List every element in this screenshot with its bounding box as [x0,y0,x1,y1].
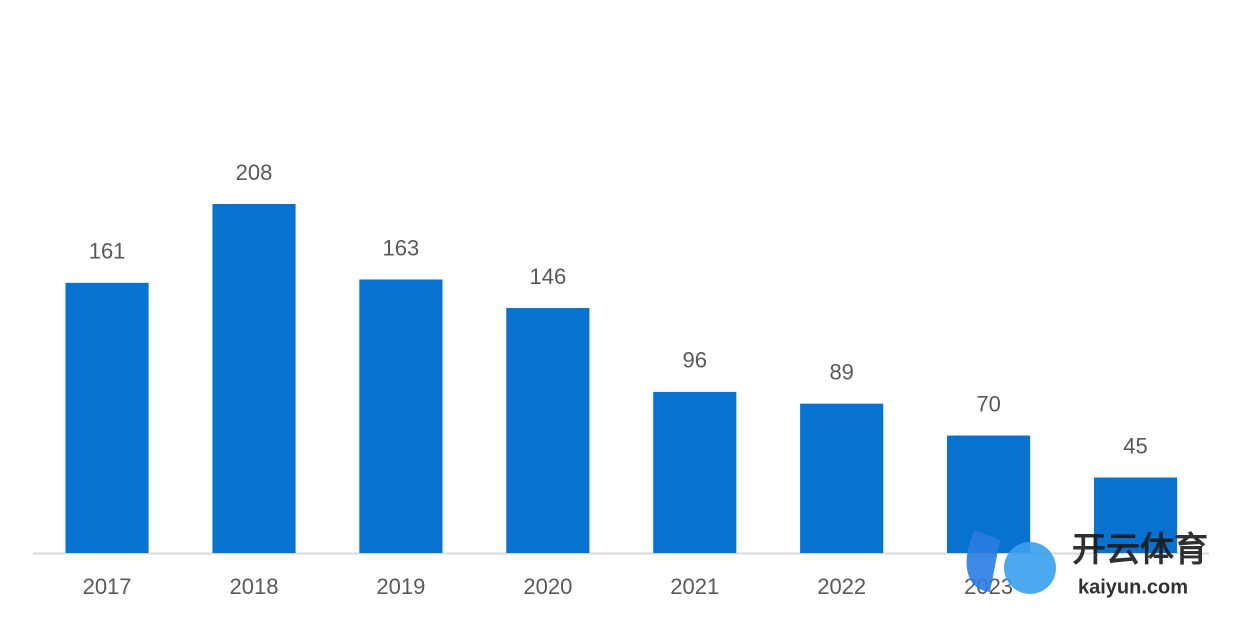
data-label: 96 [683,348,707,373]
x-tick-label: 2022 [817,574,866,599]
bar [65,282,149,553]
bar [800,403,884,553]
watermark: 开云体育 kaiyun.com [966,530,1208,598]
x-tick-label: 2019 [376,574,425,599]
data-label: 89 [829,359,853,384]
data-label: 163 [383,235,420,260]
x-tick-label: 2017 [83,574,132,599]
data-label: 146 [529,264,566,289]
data-label: 45 [1123,433,1147,458]
bar [653,391,737,553]
bar [1093,477,1178,553]
watermark-brand: 开云体育 [1072,531,1208,569]
data-label: 70 [976,391,1000,416]
x-tick-label: 2018 [230,574,279,599]
watermark-site: kaiyun.com [1078,576,1188,598]
x-tick-label: 2020 [523,574,572,599]
bar [506,308,590,553]
logo-shape [966,530,1000,592]
data-label: 161 [89,239,126,264]
bar [947,435,1031,553]
bar [212,203,296,553]
bar [359,279,443,553]
x-tick-label: 2021 [670,574,719,599]
data-label: 208 [236,160,273,185]
logo-ball [1004,542,1056,594]
